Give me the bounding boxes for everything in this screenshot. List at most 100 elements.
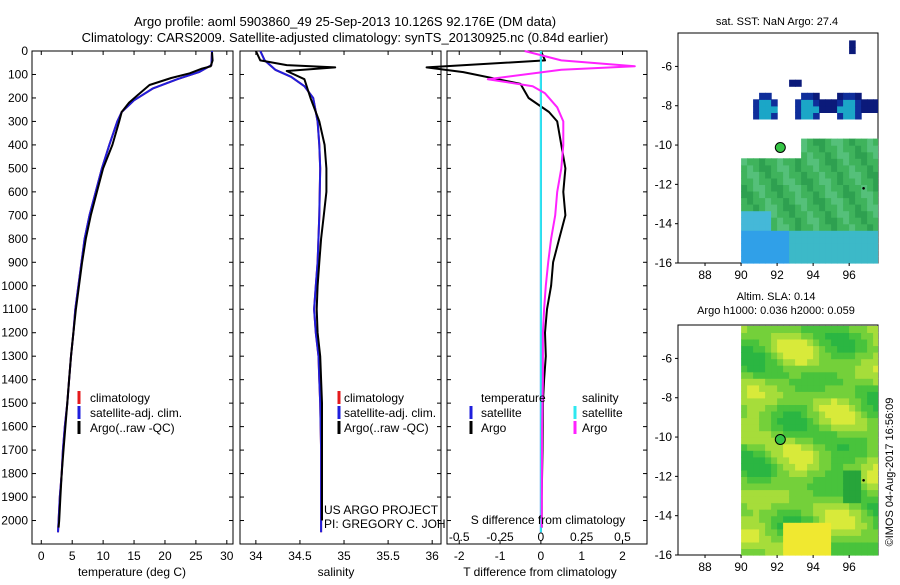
map-cell bbox=[783, 384, 790, 392]
map-cell bbox=[867, 177, 874, 185]
map-cell bbox=[783, 437, 790, 445]
map-cell bbox=[825, 184, 832, 192]
map-y-tick-label: -12 bbox=[655, 177, 673, 191]
map-cell bbox=[783, 411, 790, 419]
map-cell bbox=[747, 345, 754, 353]
map-cell bbox=[861, 365, 868, 373]
x-tick-label: 15 bbox=[127, 549, 141, 563]
map-cell bbox=[741, 358, 748, 366]
map-cell bbox=[807, 236, 814, 244]
map-cell bbox=[801, 430, 808, 438]
map-cell bbox=[849, 339, 856, 347]
map-cell bbox=[807, 456, 814, 464]
map-cell bbox=[789, 378, 796, 386]
map-cell bbox=[795, 515, 802, 523]
y-tick-label: 1200 bbox=[1, 326, 28, 340]
map-cell bbox=[759, 476, 766, 484]
map-cell bbox=[861, 384, 868, 392]
map-cell bbox=[849, 509, 856, 517]
map-cell bbox=[849, 496, 856, 504]
map-cell bbox=[747, 236, 754, 244]
map-cell bbox=[801, 378, 808, 386]
map-cell bbox=[753, 371, 760, 379]
map-cell bbox=[789, 339, 796, 347]
x-tick-label: 10 bbox=[96, 549, 110, 563]
map-cell bbox=[837, 365, 844, 373]
map-cell bbox=[771, 469, 778, 477]
map-cell bbox=[801, 92, 808, 100]
sla-map-panel: Altim. SLA: 0.14 Argo h1000: 0.036 h2000… bbox=[655, 291, 879, 574]
map-cell bbox=[861, 223, 868, 231]
map-cell bbox=[825, 469, 832, 477]
map-cell bbox=[819, 249, 826, 257]
map-cell bbox=[765, 325, 772, 333]
map-cell bbox=[843, 528, 850, 536]
map-y-tick-label: -8 bbox=[661, 391, 672, 405]
map-cell bbox=[765, 345, 772, 353]
map-cell bbox=[819, 105, 826, 113]
map-cell bbox=[837, 437, 844, 445]
map-cell bbox=[849, 105, 856, 113]
map-cell bbox=[741, 463, 748, 471]
map-cell bbox=[789, 230, 796, 238]
map-cell bbox=[795, 404, 802, 412]
map-cell bbox=[831, 365, 838, 373]
map-cell bbox=[837, 339, 844, 347]
map-x-tick-label: 94 bbox=[806, 560, 820, 574]
map-cell bbox=[783, 535, 790, 543]
map-cell bbox=[819, 476, 826, 484]
map-cell bbox=[813, 105, 820, 113]
map-cell bbox=[771, 249, 778, 257]
salinity-xlabel: salinity bbox=[318, 565, 355, 579]
map-y-tick-label: -16 bbox=[655, 548, 673, 562]
map-cell bbox=[801, 417, 808, 425]
map-cell bbox=[873, 358, 879, 366]
map-cell bbox=[795, 456, 802, 464]
map-cell bbox=[795, 411, 802, 419]
map-cell bbox=[795, 191, 802, 199]
map-cell bbox=[765, 210, 772, 218]
map-cell bbox=[843, 476, 850, 484]
map-cell bbox=[771, 197, 778, 205]
map-cell bbox=[753, 197, 760, 205]
map-cell bbox=[789, 476, 796, 484]
map-cell bbox=[759, 177, 766, 185]
map-cell bbox=[777, 496, 784, 504]
map-cell bbox=[759, 325, 766, 333]
map-cell bbox=[843, 243, 850, 251]
map-cell bbox=[837, 522, 844, 530]
map-cell bbox=[795, 99, 802, 107]
map-cell bbox=[825, 105, 832, 113]
map-cell bbox=[813, 483, 820, 491]
map-cell bbox=[861, 230, 868, 238]
map-cell bbox=[843, 397, 850, 405]
map-cell bbox=[831, 548, 838, 556]
map-cell bbox=[849, 164, 856, 172]
map-cell bbox=[873, 191, 879, 199]
map-cell bbox=[801, 191, 808, 199]
map-cell bbox=[759, 463, 766, 471]
map-cell bbox=[795, 256, 802, 264]
map-cell bbox=[741, 236, 748, 244]
map-cell bbox=[759, 339, 766, 347]
map-cell bbox=[813, 535, 820, 543]
map-cell bbox=[777, 443, 784, 451]
map-cell bbox=[801, 502, 808, 510]
map-cell bbox=[777, 164, 784, 172]
map-cell bbox=[855, 164, 862, 172]
map-cell bbox=[819, 424, 826, 432]
map-cell bbox=[825, 164, 832, 172]
map-cell bbox=[861, 138, 868, 146]
map-cell bbox=[741, 171, 748, 179]
map-cell bbox=[831, 404, 838, 412]
x2-tick-label: 0 bbox=[538, 530, 545, 544]
map-cell bbox=[765, 463, 772, 471]
map-cell bbox=[849, 112, 856, 120]
map-cell bbox=[741, 437, 748, 445]
map-cell bbox=[789, 158, 796, 166]
map-x-tick-label: 88 bbox=[698, 268, 712, 282]
map-cell bbox=[825, 358, 832, 366]
map-cell bbox=[807, 256, 814, 264]
map-cell bbox=[807, 443, 814, 451]
map-cell bbox=[771, 339, 778, 347]
